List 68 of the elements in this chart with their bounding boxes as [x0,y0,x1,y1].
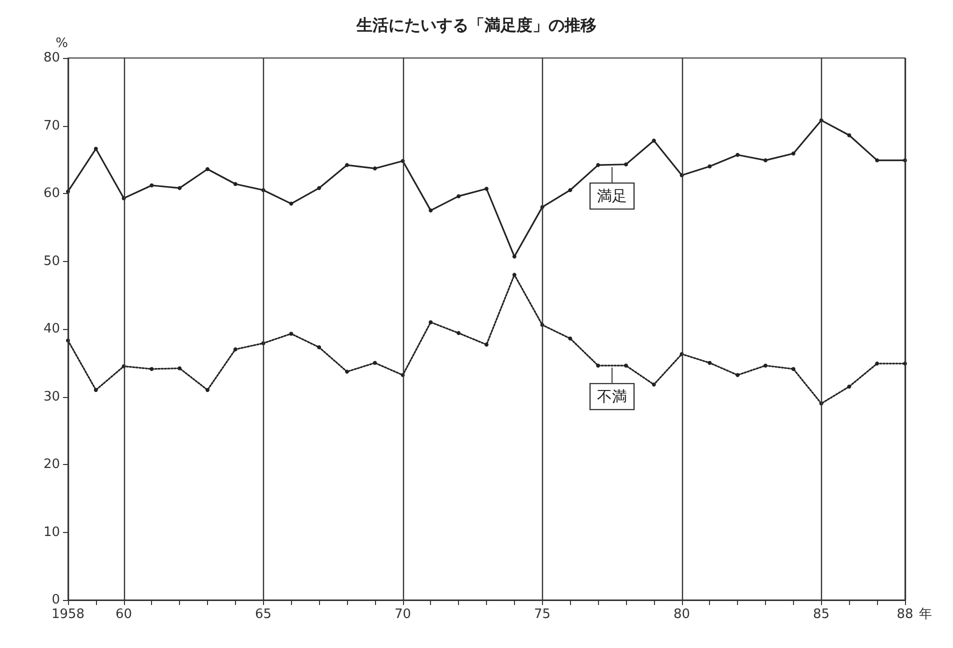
y-tick-label: 30 [43,389,60,404]
x-axis-title: 年 [919,607,932,622]
point [596,364,600,368]
y-tick-label: 50 [43,254,60,269]
point [289,332,294,336]
y-tick-label: 10 [43,524,60,540]
point [736,373,740,378]
point [206,388,210,392]
x-tick-label: 1958 [51,607,85,622]
y-axis-title: % [56,36,68,51]
point [764,364,768,368]
y-tick-label: 0 [52,592,60,608]
point [345,370,349,374]
point [233,347,238,352]
point [428,320,433,324]
point [94,388,98,392]
point [708,360,712,365]
point [484,342,488,347]
point [428,208,433,212]
annotation: 不満 [597,388,628,406]
point [568,336,572,340]
y-tick-label: 20 [43,457,60,472]
y-tick-label: 40 [43,322,60,336]
point [372,166,377,170]
point [484,186,488,191]
point [317,186,322,190]
x-tick-label: 70 [394,607,412,622]
point [568,188,572,192]
point [847,133,852,138]
point [94,146,98,151]
point [372,360,377,365]
point [652,138,656,143]
point [206,167,210,172]
x-tick-label: 60 [116,607,132,622]
x-tick-label: 80 [674,607,690,622]
point [150,183,154,188]
x-tick-label: 85 [813,607,830,622]
point [317,345,322,350]
point [708,164,712,168]
point [345,163,349,168]
point [456,194,461,198]
y-tick-label: 80 [43,50,60,66]
point [791,366,796,371]
point [652,382,656,387]
annotation: 満足 [597,187,628,206]
point [764,158,768,162]
x-tick-label: 65 [255,607,272,622]
point [875,362,880,366]
point [847,384,852,389]
y-tick-label: 70 [43,118,60,134]
point [512,272,516,277]
point [791,152,796,156]
point [456,331,461,336]
point [736,152,740,157]
y-tick-label: 60 [43,186,60,201]
point [875,158,880,162]
point [178,186,182,190]
point [624,364,628,368]
point [596,163,600,168]
x-tick-label: 75 [534,607,551,622]
point [233,182,238,186]
x-tick-label: 88 [896,607,914,622]
point [289,202,294,206]
chart-title: 生活にたいする「満足度」の推移 [356,16,596,34]
point [624,162,628,166]
point [150,366,154,371]
point [178,366,182,370]
point [512,254,516,259]
